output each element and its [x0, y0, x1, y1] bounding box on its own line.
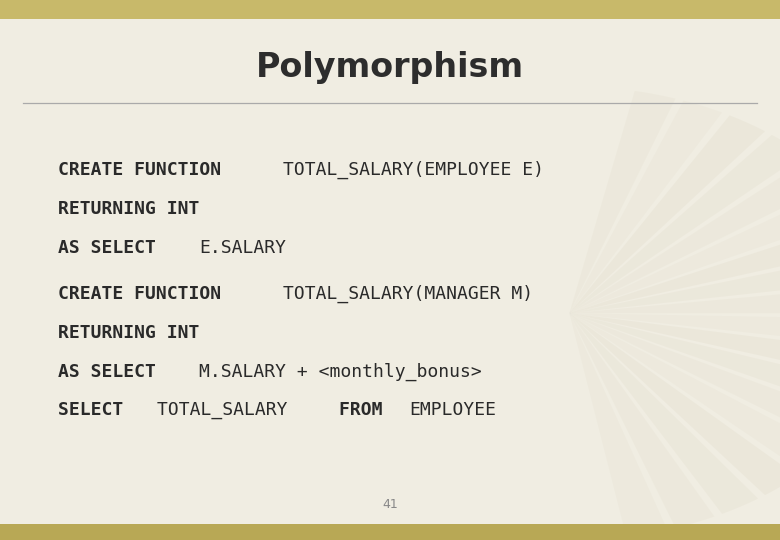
Wedge shape	[569, 313, 780, 382]
Text: TOTAL_SALARY(EMPLOYEE E): TOTAL_SALARY(EMPLOYEE E)	[283, 161, 544, 179]
Text: FROM: FROM	[339, 401, 394, 420]
Text: RETURNING INT: RETURNING INT	[58, 200, 200, 218]
Text: AS SELECT: AS SELECT	[58, 239, 167, 257]
Wedge shape	[569, 217, 780, 313]
Wedge shape	[569, 313, 780, 348]
Wedge shape	[569, 249, 780, 313]
Wedge shape	[569, 186, 780, 313]
Wedge shape	[569, 313, 780, 495]
Wedge shape	[569, 313, 780, 415]
Text: TOTAL_SALARY: TOTAL_SALARY	[157, 401, 298, 420]
Bar	[0, 0, 780, 19]
Wedge shape	[569, 313, 780, 445]
Text: CREATE FUNCTION: CREATE FUNCTION	[58, 161, 232, 179]
Bar	[0, 524, 780, 540]
Wedge shape	[569, 313, 668, 537]
Wedge shape	[569, 313, 758, 514]
Wedge shape	[569, 313, 714, 528]
Text: Polymorphism: Polymorphism	[256, 51, 524, 84]
Wedge shape	[569, 100, 722, 313]
Text: SELECT: SELECT	[58, 401, 135, 420]
Wedge shape	[569, 116, 765, 313]
Wedge shape	[569, 91, 675, 313]
Wedge shape	[569, 284, 780, 313]
Text: CREATE FUNCTION: CREATE FUNCTION	[58, 285, 232, 303]
Text: AS SELECT: AS SELECT	[58, 363, 167, 381]
Wedge shape	[569, 135, 780, 313]
Text: M.SALARY + <monthly_bonus>: M.SALARY + <monthly_bonus>	[199, 363, 481, 381]
Wedge shape	[569, 159, 780, 313]
Text: 41: 41	[382, 498, 398, 511]
Text: RETURNING INT: RETURNING INT	[58, 324, 200, 342]
Text: EMPLOYEE: EMPLOYEE	[410, 401, 496, 420]
Text: TOTAL_SALARY(MANAGER M): TOTAL_SALARY(MANAGER M)	[283, 285, 534, 303]
Text: E.SALARY: E.SALARY	[199, 239, 285, 257]
Wedge shape	[569, 313, 780, 472]
